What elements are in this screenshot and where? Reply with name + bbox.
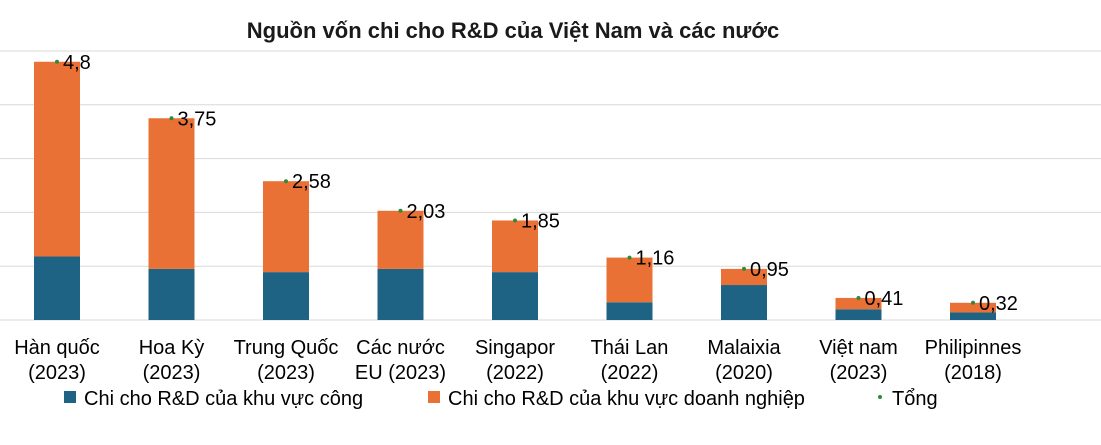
bar-segment-public <box>606 302 653 320</box>
total-value-label: 2,58 <box>292 171 331 193</box>
category-label: Việt nam <box>819 337 898 359</box>
bar-segment-public <box>377 268 424 320</box>
total-marker <box>627 255 632 260</box>
category-label: (2020) <box>715 362 773 384</box>
total-value-label: 0,41 <box>865 288 904 310</box>
total-marker <box>856 295 861 300</box>
category-label: Philipinnes <box>925 337 1022 359</box>
category-label: (2022) <box>601 362 659 384</box>
total-marker <box>742 266 746 271</box>
bar-segment-business <box>263 181 309 273</box>
bar-segment-business <box>34 61 80 257</box>
bar-segment-public <box>835 309 882 320</box>
category-label: (2022) <box>486 362 544 384</box>
category-label: Trung Quốc <box>234 337 339 359</box>
category-label: (2023) <box>143 362 201 384</box>
total-marker <box>284 179 288 184</box>
value-labels: 4,8 3,75 2,58 2,03 1,85 1,16 0,95 0,41 0,32 <box>55 52 1018 315</box>
legend-label-public: Chi cho R&D của khu vực công <box>84 388 363 410</box>
total-marker <box>398 208 403 213</box>
legend-label-business: Chi cho R&D của khu vực doanh nghiệp <box>448 388 805 410</box>
category-label: (2023) <box>257 362 315 384</box>
bar-segment-business <box>721 268 767 286</box>
bar-segment-public <box>492 272 538 320</box>
legend-label-total: Tổng <box>892 388 938 410</box>
bar-segment-business <box>148 118 195 269</box>
bar-segment-public <box>721 285 767 320</box>
total-value-label: 0,95 <box>750 259 789 281</box>
bar-segment-public <box>263 272 309 320</box>
category-label: Singapor <box>475 337 555 359</box>
bars <box>34 61 996 320</box>
category-label: Hàn quốc <box>14 337 100 359</box>
bar-segment-business <box>950 302 996 313</box>
category-label: Malaixia <box>707 337 781 359</box>
total-marker <box>513 218 517 223</box>
total-value-label: 3,75 <box>178 108 217 130</box>
total-value-label: 1,16 <box>636 248 675 270</box>
category-labels: Hàn quốc (2023) Hoa Kỳ (2023) Trung Quốc (202… <box>14 337 1021 384</box>
total-value-label: 2,03 <box>407 201 446 223</box>
total-value-label: 4,8 <box>63 52 91 74</box>
category-label: Hoa Kỳ <box>139 337 205 359</box>
bar-segment-public <box>950 312 996 320</box>
bar-segment-business <box>492 220 538 273</box>
category-label: (2023) <box>830 362 888 384</box>
bar-segment-business <box>377 210 424 269</box>
category-label: (2018) <box>944 362 1002 384</box>
chart-title: Nguồn vốn chi cho R&D của Việt Nam và cá… <box>247 18 779 43</box>
total-marker <box>971 300 975 305</box>
total-marker <box>169 116 174 121</box>
legend-swatch-business <box>428 391 440 403</box>
category-label: Thái Lan <box>591 337 669 359</box>
total-value-label: 0,32 <box>979 293 1018 315</box>
total-marker <box>55 59 59 64</box>
legend-swatch-public <box>64 391 76 403</box>
bar-segment-public <box>34 256 80 320</box>
legend-marker-total <box>878 395 882 399</box>
category-label: Các nước <box>356 337 445 359</box>
category-label: EU (2023) <box>355 362 446 384</box>
bar-segment-public <box>148 268 195 320</box>
legend: Chi cho R&D của khu vực công Chi cho R&D … <box>64 388 938 410</box>
total-value-label: 1,85 <box>521 210 560 232</box>
bar-segment-business <box>835 297 882 310</box>
bar-segment-business <box>606 257 653 303</box>
category-label: (2023) <box>28 362 86 384</box>
